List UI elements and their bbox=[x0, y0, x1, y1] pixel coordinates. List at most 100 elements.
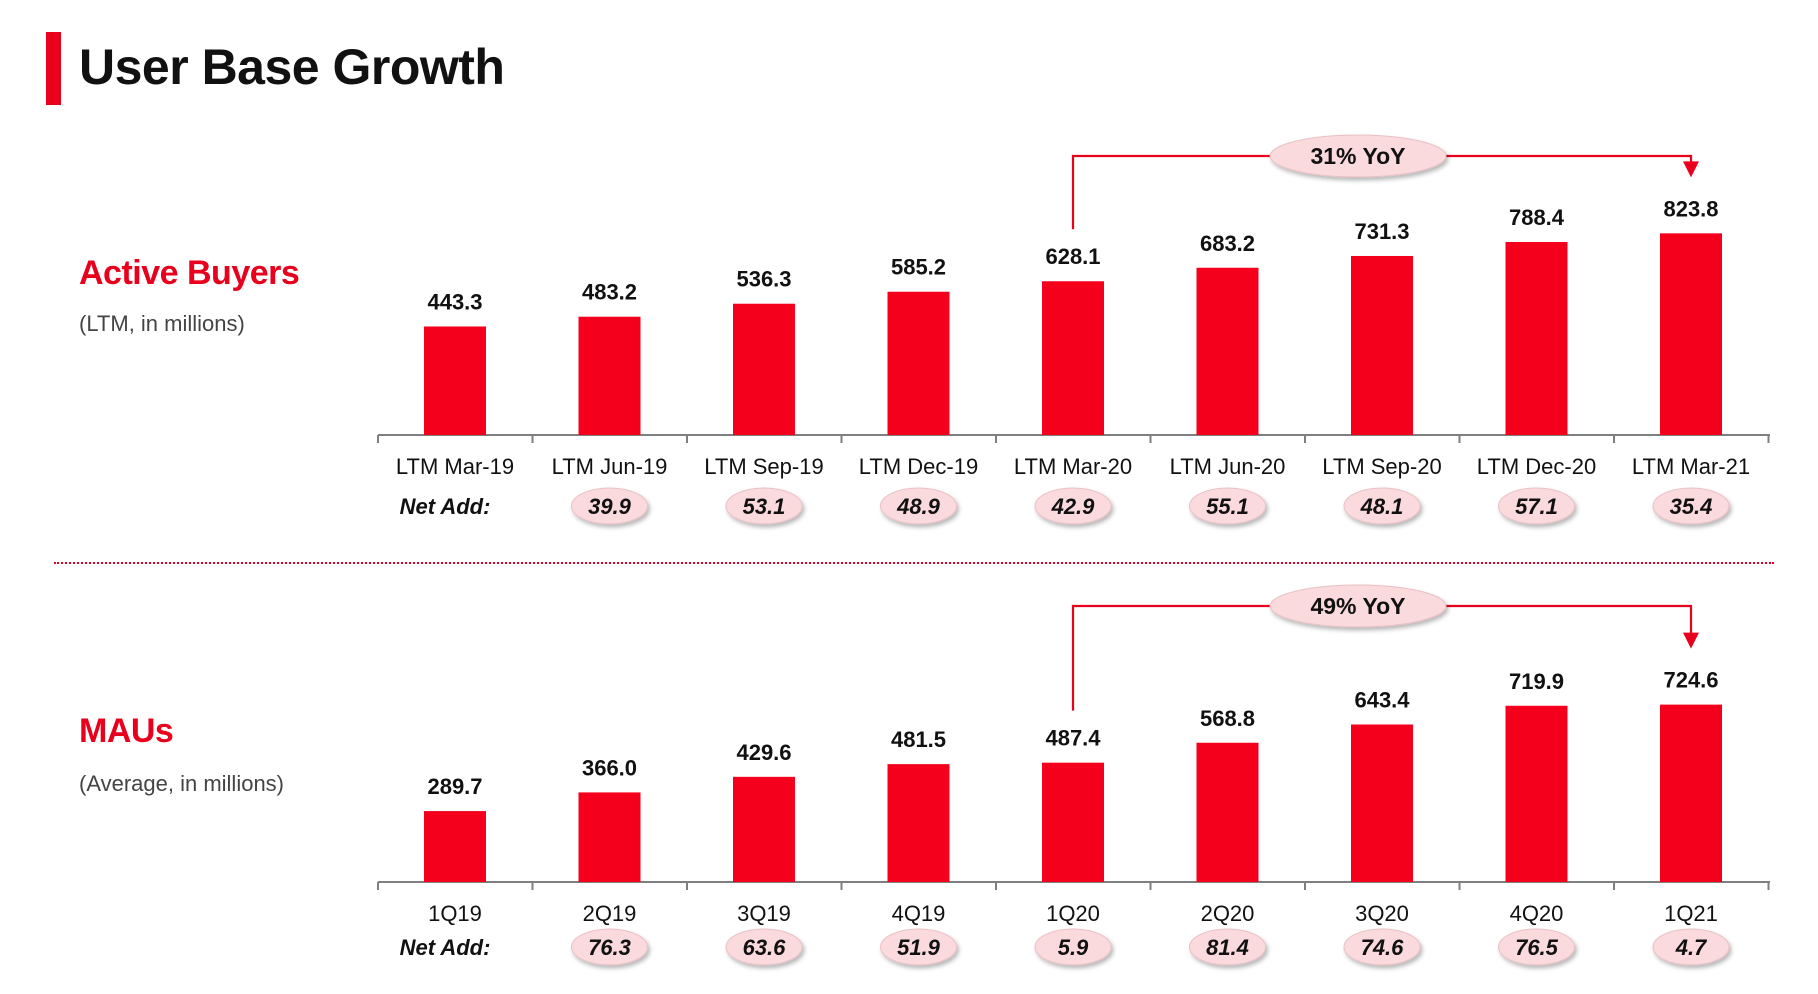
buyers-net-add-value: 35.4 bbox=[1670, 494, 1713, 519]
maus-net-add-oval bbox=[1498, 928, 1575, 966]
maus-title: MAUs bbox=[79, 712, 174, 750]
maus-value-label: 643.4 bbox=[1354, 687, 1410, 712]
buyers-value-label: 628.1 bbox=[1045, 244, 1100, 269]
maus-value-label: 481.5 bbox=[891, 727, 946, 752]
maus-value-label: 366.0 bbox=[582, 755, 637, 780]
buyers-category-label: LTM Mar-21 bbox=[1632, 454, 1750, 479]
maus-value-label: 487.4 bbox=[1045, 726, 1101, 751]
maus-category-label: 3Q20 bbox=[1355, 901, 1409, 926]
maus-net-add-value: 63.6 bbox=[743, 935, 787, 960]
active-buyers-subtitle: (LTM, in millions) bbox=[79, 311, 245, 336]
buyers-net-add-value: 53.1 bbox=[743, 494, 786, 519]
buyers-net-add-oval bbox=[880, 487, 957, 525]
maus-value-label: 429.6 bbox=[736, 740, 791, 765]
maus-net-add-oval bbox=[1343, 928, 1421, 966]
buyers-yoy-oval bbox=[1269, 134, 1447, 178]
maus-subtitle: (Average, in millions) bbox=[79, 771, 285, 796]
maus-chart: 289.7 1Q19 366.0 2Q19 76.3 429.6 3Q19 63.6 481.5… bbox=[377, 584, 1770, 966]
maus-net-add-value: 51.9 bbox=[897, 935, 941, 960]
buyers-bar bbox=[1351, 255, 1413, 435]
maus-net-add-value: 76.5 bbox=[1515, 935, 1559, 960]
maus-bar bbox=[887, 764, 950, 882]
title-accent-bar bbox=[46, 32, 61, 105]
maus-category-label: 2Q19 bbox=[583, 901, 637, 926]
buyers-category-label: LTM Dec-20 bbox=[1477, 454, 1596, 479]
maus-category-label: 1Q19 bbox=[428, 901, 482, 926]
buyers-net-add-value: 48.1 bbox=[1360, 494, 1404, 519]
page-title: User Base Growth bbox=[79, 39, 505, 95]
buyers-yoy-arrow bbox=[1683, 161, 1699, 178]
buyers-bar bbox=[733, 303, 795, 435]
buyers-value-label: 483.2 bbox=[582, 280, 637, 305]
buyers-category-label: LTM Sep-20 bbox=[1322, 454, 1441, 479]
maus-yoy-label: 49% YoY bbox=[1310, 593, 1405, 619]
buyers-value-label: 585.2 bbox=[891, 255, 946, 280]
buyers-category-label: LTM Sep-19 bbox=[704, 454, 823, 479]
maus-net-add-value: 4.7 bbox=[1675, 935, 1708, 960]
buyers-net-add-oval bbox=[1034, 487, 1112, 525]
maus-category-label: 2Q20 bbox=[1201, 901, 1255, 926]
maus-value-label: 289.7 bbox=[427, 774, 482, 799]
maus-net-add-oval bbox=[571, 928, 648, 966]
maus-net-add-value: 76.3 bbox=[588, 935, 631, 960]
maus-net-add-oval bbox=[1189, 928, 1266, 966]
buyers-net-add-oval bbox=[725, 487, 803, 525]
buyers-net-add-label: Net Add: bbox=[400, 494, 491, 519]
maus-bar bbox=[424, 811, 486, 882]
maus-category-label: 4Q20 bbox=[1510, 901, 1564, 926]
buyers-bar bbox=[1660, 233, 1722, 435]
buyers-net-add-value: 57.1 bbox=[1515, 494, 1558, 519]
buyers-value-label: 788.4 bbox=[1509, 205, 1565, 230]
maus-net-add-value: 5.9 bbox=[1058, 935, 1089, 960]
buyers-category-label: LTM Dec-19 bbox=[859, 454, 978, 479]
maus-bar bbox=[1196, 742, 1259, 882]
buyers-net-add-oval bbox=[1189, 487, 1266, 525]
section-divider bbox=[54, 562, 1774, 564]
maus-net-add-oval bbox=[725, 928, 803, 966]
maus-category-label: 1Q20 bbox=[1046, 901, 1100, 926]
maus-net-add-value: 74.6 bbox=[1361, 935, 1405, 960]
maus-yoy-oval bbox=[1269, 584, 1447, 628]
buyers-category-label: LTM Jun-19 bbox=[552, 454, 668, 479]
buyers-net-add-oval bbox=[1652, 487, 1730, 525]
maus-value-label: 568.8 bbox=[1200, 706, 1255, 731]
maus-net-add-label: Net Add: bbox=[400, 935, 491, 960]
active-buyers-chart: 443.3 LTM Mar-19 483.2 LTM Jun-19 39.9 536.3 L… bbox=[377, 134, 1770, 525]
maus-net-add-oval bbox=[1652, 928, 1730, 966]
buyers-bar bbox=[578, 316, 641, 435]
maus-category-label: 4Q19 bbox=[892, 901, 946, 926]
maus-value-label: 724.6 bbox=[1663, 668, 1718, 693]
buyers-bar bbox=[1196, 267, 1259, 435]
buyers-net-add-value: 48.9 bbox=[896, 494, 941, 519]
buyers-value-label: 536.3 bbox=[736, 267, 791, 292]
buyers-bar bbox=[887, 291, 950, 435]
buyers-net-add-value: 42.9 bbox=[1051, 494, 1096, 519]
buyers-bar bbox=[1505, 241, 1568, 435]
maus-net-add-value: 81.4 bbox=[1206, 935, 1249, 960]
maus-yoy-arrow bbox=[1683, 632, 1699, 649]
buyers-value-label: 683.2 bbox=[1200, 231, 1255, 256]
buyers-net-add-value: 39.9 bbox=[588, 494, 632, 519]
buyers-net-add-value: 55.1 bbox=[1206, 494, 1249, 519]
maus-net-add-oval bbox=[880, 928, 957, 966]
maus-bar bbox=[578, 792, 641, 882]
maus-bar bbox=[1042, 762, 1104, 882]
maus-category-label: 3Q19 bbox=[737, 901, 791, 926]
buyers-category-label: LTM Mar-19 bbox=[396, 454, 514, 479]
buyers-yoy-label: 31% YoY bbox=[1310, 143, 1405, 169]
buyers-category-label: LTM Mar-20 bbox=[1014, 454, 1132, 479]
active-buyers-title: Active Buyers bbox=[79, 254, 300, 292]
buyers-bar bbox=[1042, 281, 1104, 435]
buyers-bar bbox=[424, 326, 486, 435]
maus-bar bbox=[1660, 704, 1722, 882]
maus-category-label: 1Q21 bbox=[1664, 901, 1718, 926]
maus-bar bbox=[1351, 724, 1413, 882]
maus-net-add-oval bbox=[1034, 928, 1112, 966]
buyers-category-label: LTM Jun-20 bbox=[1170, 454, 1286, 479]
buyers-net-add-oval bbox=[1343, 487, 1421, 525]
buyers-value-label: 823.8 bbox=[1663, 196, 1718, 221]
buyers-net-add-oval bbox=[571, 487, 648, 525]
buyers-net-add-oval bbox=[1498, 487, 1575, 525]
buyers-value-label: 731.3 bbox=[1354, 219, 1409, 244]
